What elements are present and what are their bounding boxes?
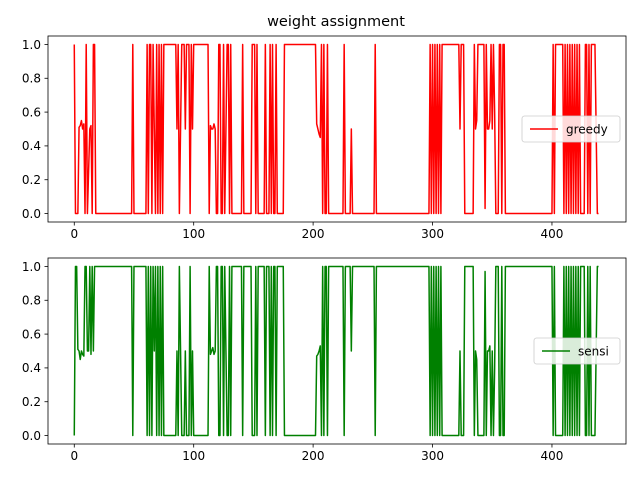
x-tick-label: 0 bbox=[70, 227, 78, 241]
x-tick-label: 300 bbox=[421, 227, 444, 241]
legend-label-greedy: greedy bbox=[566, 122, 608, 136]
bottom-subplot: 0 100 200 300 400 0.0 0.2 0.4 0.6 0.8 1.0 sensi bbox=[22, 257, 627, 463]
y-tick-label: 0.2 bbox=[22, 173, 41, 187]
x-tick-label: 0 bbox=[70, 449, 78, 463]
top-subplot: 0 100 200 300 400 0.0 0.2 0.4 0.6 0.8 1.0 greedy bbox=[22, 35, 627, 241]
y-tick-label: 0.4 bbox=[22, 361, 41, 375]
y-tick-label: 0.6 bbox=[22, 105, 41, 119]
series-line-greedy bbox=[73, 43, 599, 215]
legend-box bbox=[533, 337, 621, 365]
y-tick-label: 1.0 bbox=[22, 260, 41, 274]
y-tick-label: 0.8 bbox=[22, 72, 41, 86]
x-tick-label: 200 bbox=[302, 227, 325, 241]
series-line-sensi bbox=[73, 265, 599, 437]
y-tick-label: 0.2 bbox=[22, 395, 41, 409]
x-tick-label: 100 bbox=[182, 227, 205, 241]
chart-title: weight assignment bbox=[267, 14, 405, 30]
y-tick-label: 1.0 bbox=[22, 38, 41, 52]
x-tick-label: 400 bbox=[541, 449, 564, 463]
x-tick-label: 400 bbox=[541, 227, 564, 241]
axes-frame bbox=[47, 35, 627, 223]
x-tick-label: 200 bbox=[302, 449, 325, 463]
legend-box bbox=[521, 115, 621, 143]
x-tick-label: 100 bbox=[182, 449, 205, 463]
legend: sensi bbox=[533, 337, 621, 365]
axes-frame bbox=[47, 257, 627, 445]
y-tick-label: 0.0 bbox=[22, 207, 41, 221]
y-tick-label: 0.4 bbox=[22, 139, 41, 153]
y-tick-label: 0.6 bbox=[22, 327, 41, 341]
legend: greedy bbox=[521, 115, 621, 143]
y-tick-label: 0.8 bbox=[22, 294, 41, 308]
y-tick-label: 0.0 bbox=[22, 429, 41, 443]
x-tick-label: 300 bbox=[421, 449, 444, 463]
legend-label-sensi: sensi bbox=[578, 344, 609, 358]
